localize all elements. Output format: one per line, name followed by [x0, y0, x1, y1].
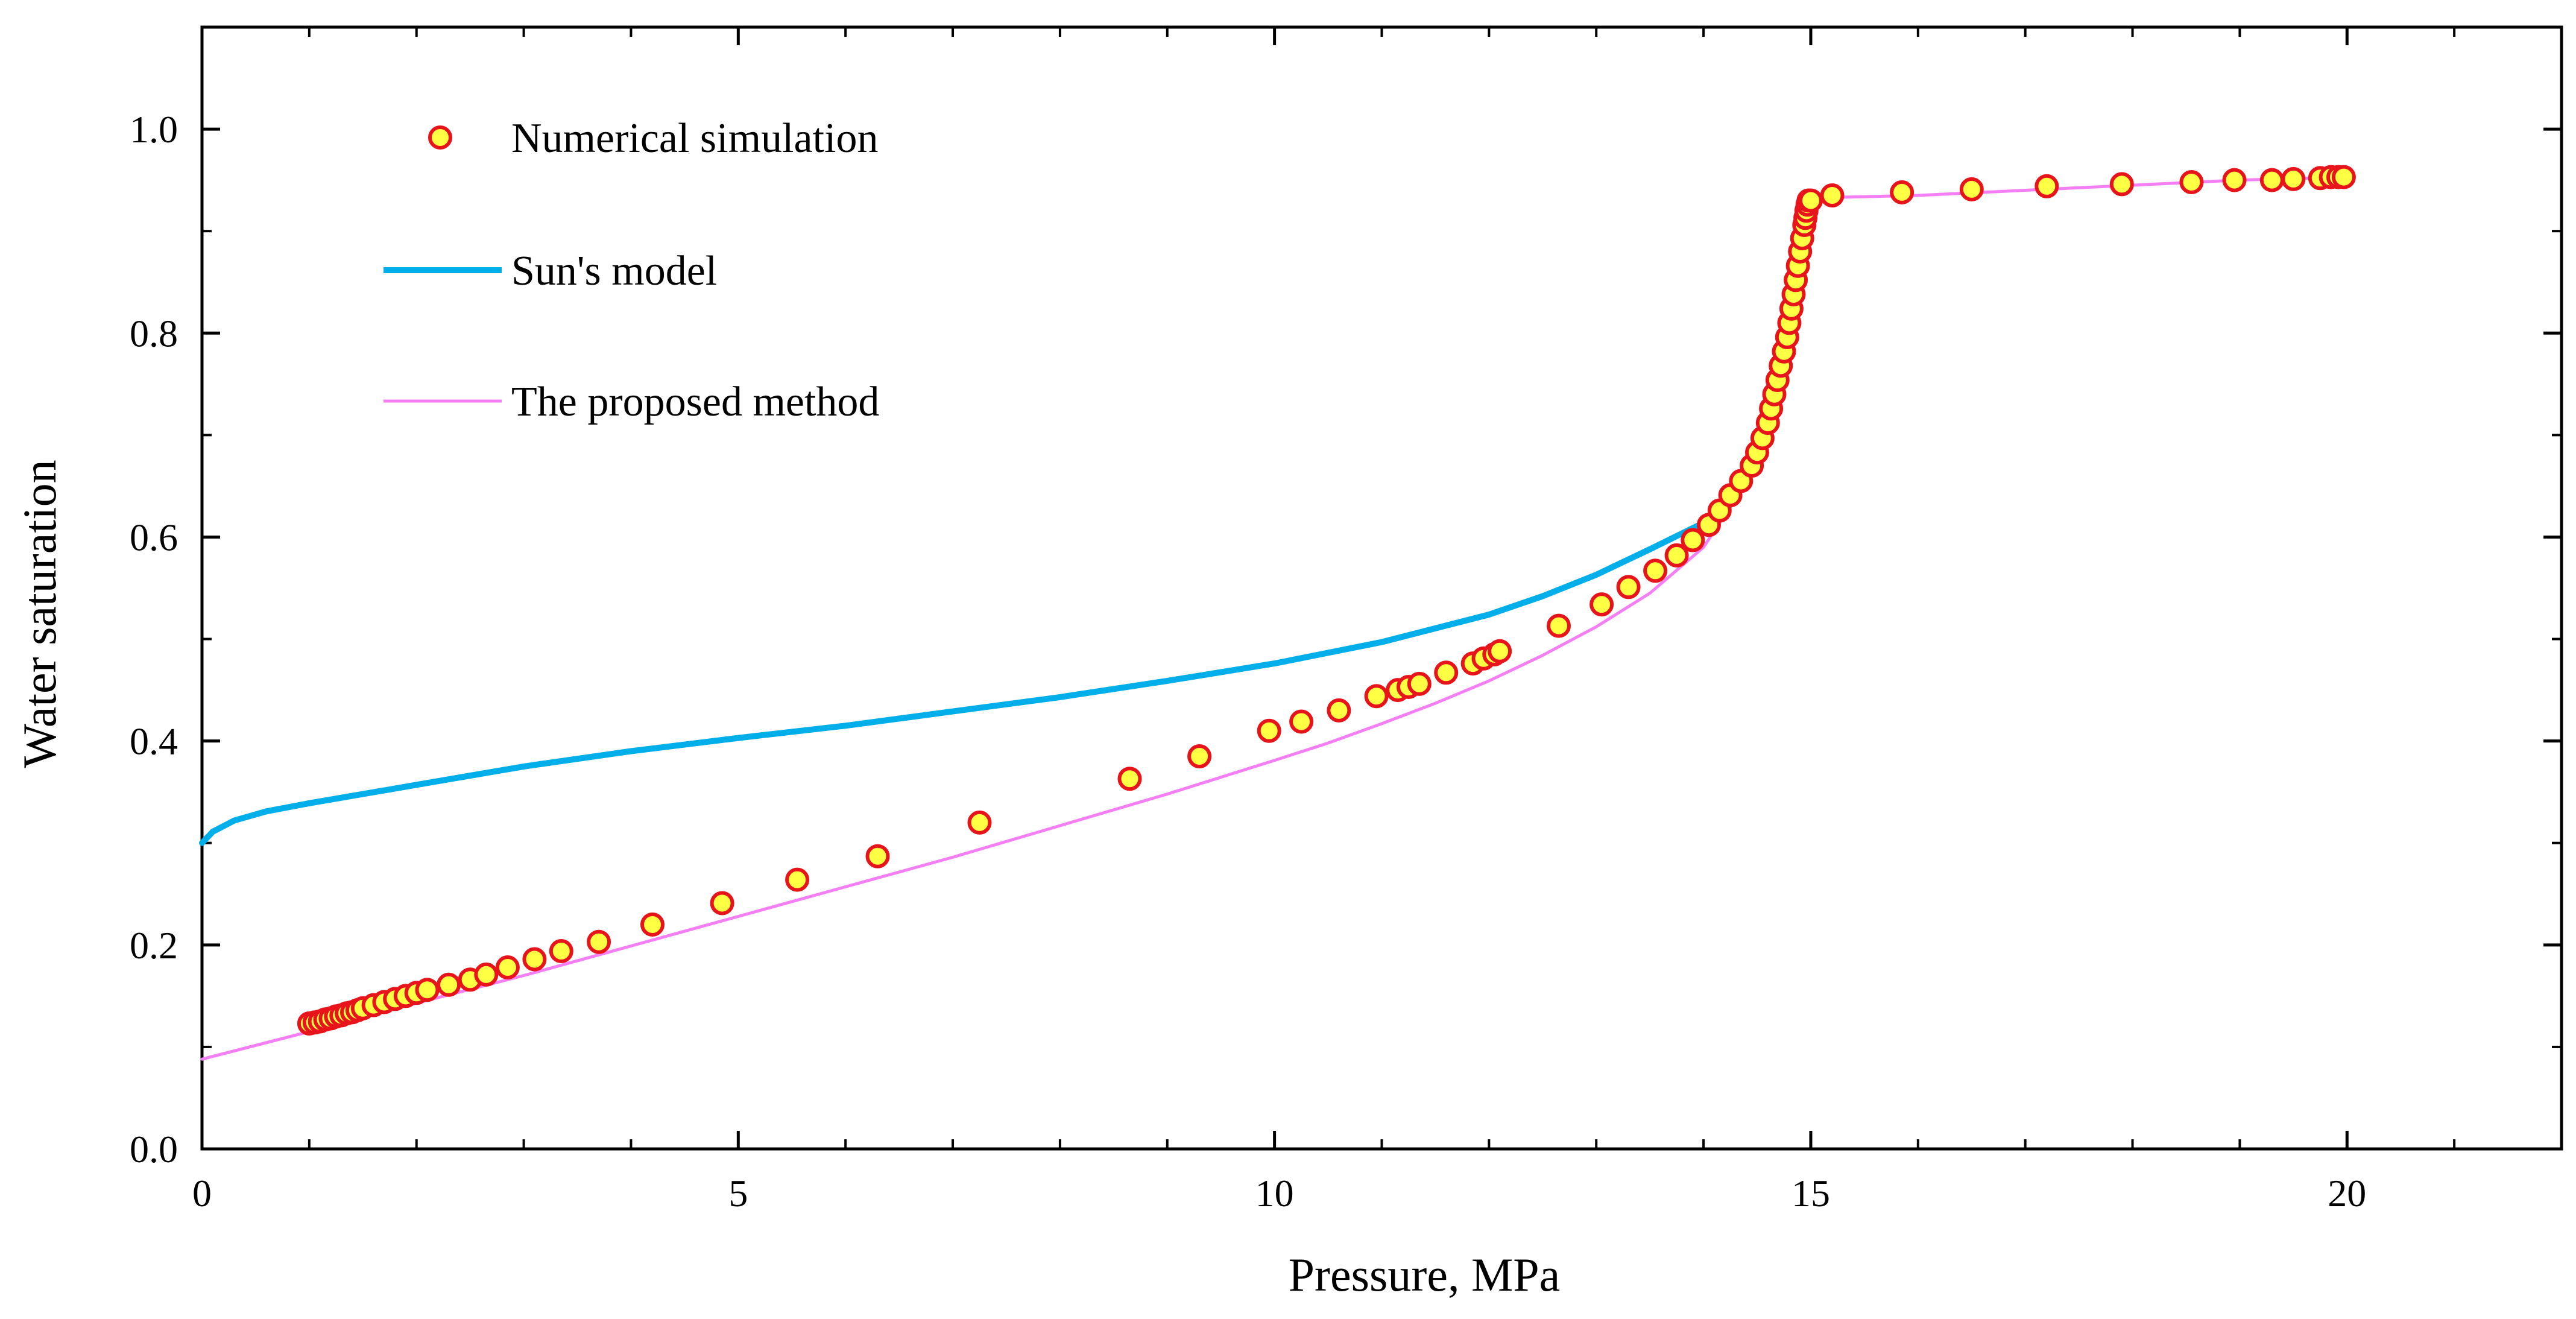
data-point-numerical-simulation: [1681, 528, 1705, 552]
y-tick-label: 0.6: [130, 516, 178, 558]
data-point-numerical-simulation: [1364, 684, 1389, 709]
data-point-numerical-simulation: [587, 929, 611, 954]
data-point-numerical-simulation: [474, 962, 499, 987]
data-point-numerical-simulation: [495, 955, 520, 979]
data-point-numerical-simulation: [2035, 174, 2059, 198]
data-point-numerical-simulation: [1434, 660, 1459, 685]
data-point-numerical-simulation: [1890, 180, 1915, 204]
data-point-numerical-simulation: [710, 891, 734, 916]
plot-area-frame: [200, 25, 2563, 1151]
x-tick-label: 10: [1255, 1172, 1294, 1215]
data-point-numerical-simulation: [2179, 170, 2204, 194]
data-point-numerical-simulation: [1959, 177, 1984, 201]
data-point-numerical-simulation: [1799, 188, 1823, 213]
data-point-numerical-simulation: [1643, 558, 1668, 583]
data-point-numerical-simulation: [640, 913, 665, 937]
data-point-numerical-simulation: [967, 810, 992, 835]
data-point-numerical-simulation: [1547, 613, 1571, 638]
legend-label-suns-model: Sun's model: [511, 248, 717, 294]
data-point-numerical-simulation: [2109, 172, 2134, 197]
axis-ticks-group: [200, 26, 2563, 1151]
data-point-numerical-simulation: [522, 947, 547, 972]
data-point-numerical-simulation: [2331, 165, 2356, 189]
data-point-numerical-simulation: [1407, 671, 1432, 696]
x-tick-label: 5: [728, 1172, 748, 1215]
data-point-numerical-simulation: [1289, 709, 1314, 734]
markers-group: [297, 165, 2356, 1036]
data-point-numerical-simulation: [1664, 543, 1689, 568]
data-point-numerical-simulation: [415, 978, 440, 1002]
y-tick-label: 0.4: [130, 720, 178, 763]
series-line-suns-model: [199, 498, 1739, 846]
data-point-numerical-simulation: [549, 939, 573, 963]
x-tick-label: 15: [1792, 1172, 1830, 1215]
legend-marker-numerical-simulation: [428, 125, 452, 150]
x-tick-label: 0: [192, 1172, 212, 1215]
data-point-numerical-simulation: [1117, 767, 1142, 791]
data-point-numerical-simulation: [1488, 639, 1512, 663]
plot-frame-group: [200, 25, 2563, 1151]
legend-label-proposed-method: The proposed method: [511, 379, 879, 425]
y-axis-title: Water saturation: [13, 460, 66, 768]
data-point-numerical-simulation: [1616, 575, 1641, 599]
y-tick-label: 0.8: [130, 312, 178, 355]
data-point-numerical-simulation: [865, 844, 890, 868]
x-tick-label: 20: [2328, 1172, 2366, 1215]
tick-labels-group: 0 5 10 15 20 0.0 0.2 0.4 0.6 0.8 1.0: [130, 108, 2366, 1215]
legend: Numerical simulation Sun's model The pro…: [384, 115, 879, 425]
series-line-proposed-method: [200, 176, 2349, 1061]
data-point-numerical-simulation: [785, 867, 810, 892]
legend-label-numerical-simulation: Numerical simulation: [511, 115, 878, 162]
data-point-numerical-simulation: [2222, 168, 2247, 192]
series-group: [199, 176, 2349, 1061]
x-axis-title: Pressure, MPa: [1289, 1248, 1561, 1301]
data-point-numerical-simulation: [1327, 698, 1351, 723]
y-tick-label: 1.0: [130, 108, 178, 151]
data-point-numerical-simulation: [437, 972, 461, 997]
data-point-numerical-simulation: [2259, 168, 2284, 192]
data-point-numerical-simulation: [1187, 744, 1212, 768]
data-point-numerical-simulation: [1257, 718, 1281, 743]
data-point-numerical-simulation: [1589, 592, 1614, 617]
y-tick-label: 0.0: [130, 1128, 178, 1171]
data-point-numerical-simulation: [2281, 166, 2306, 191]
data-point-numerical-simulation: [1820, 183, 1845, 207]
y-tick-label: 0.2: [130, 924, 178, 967]
